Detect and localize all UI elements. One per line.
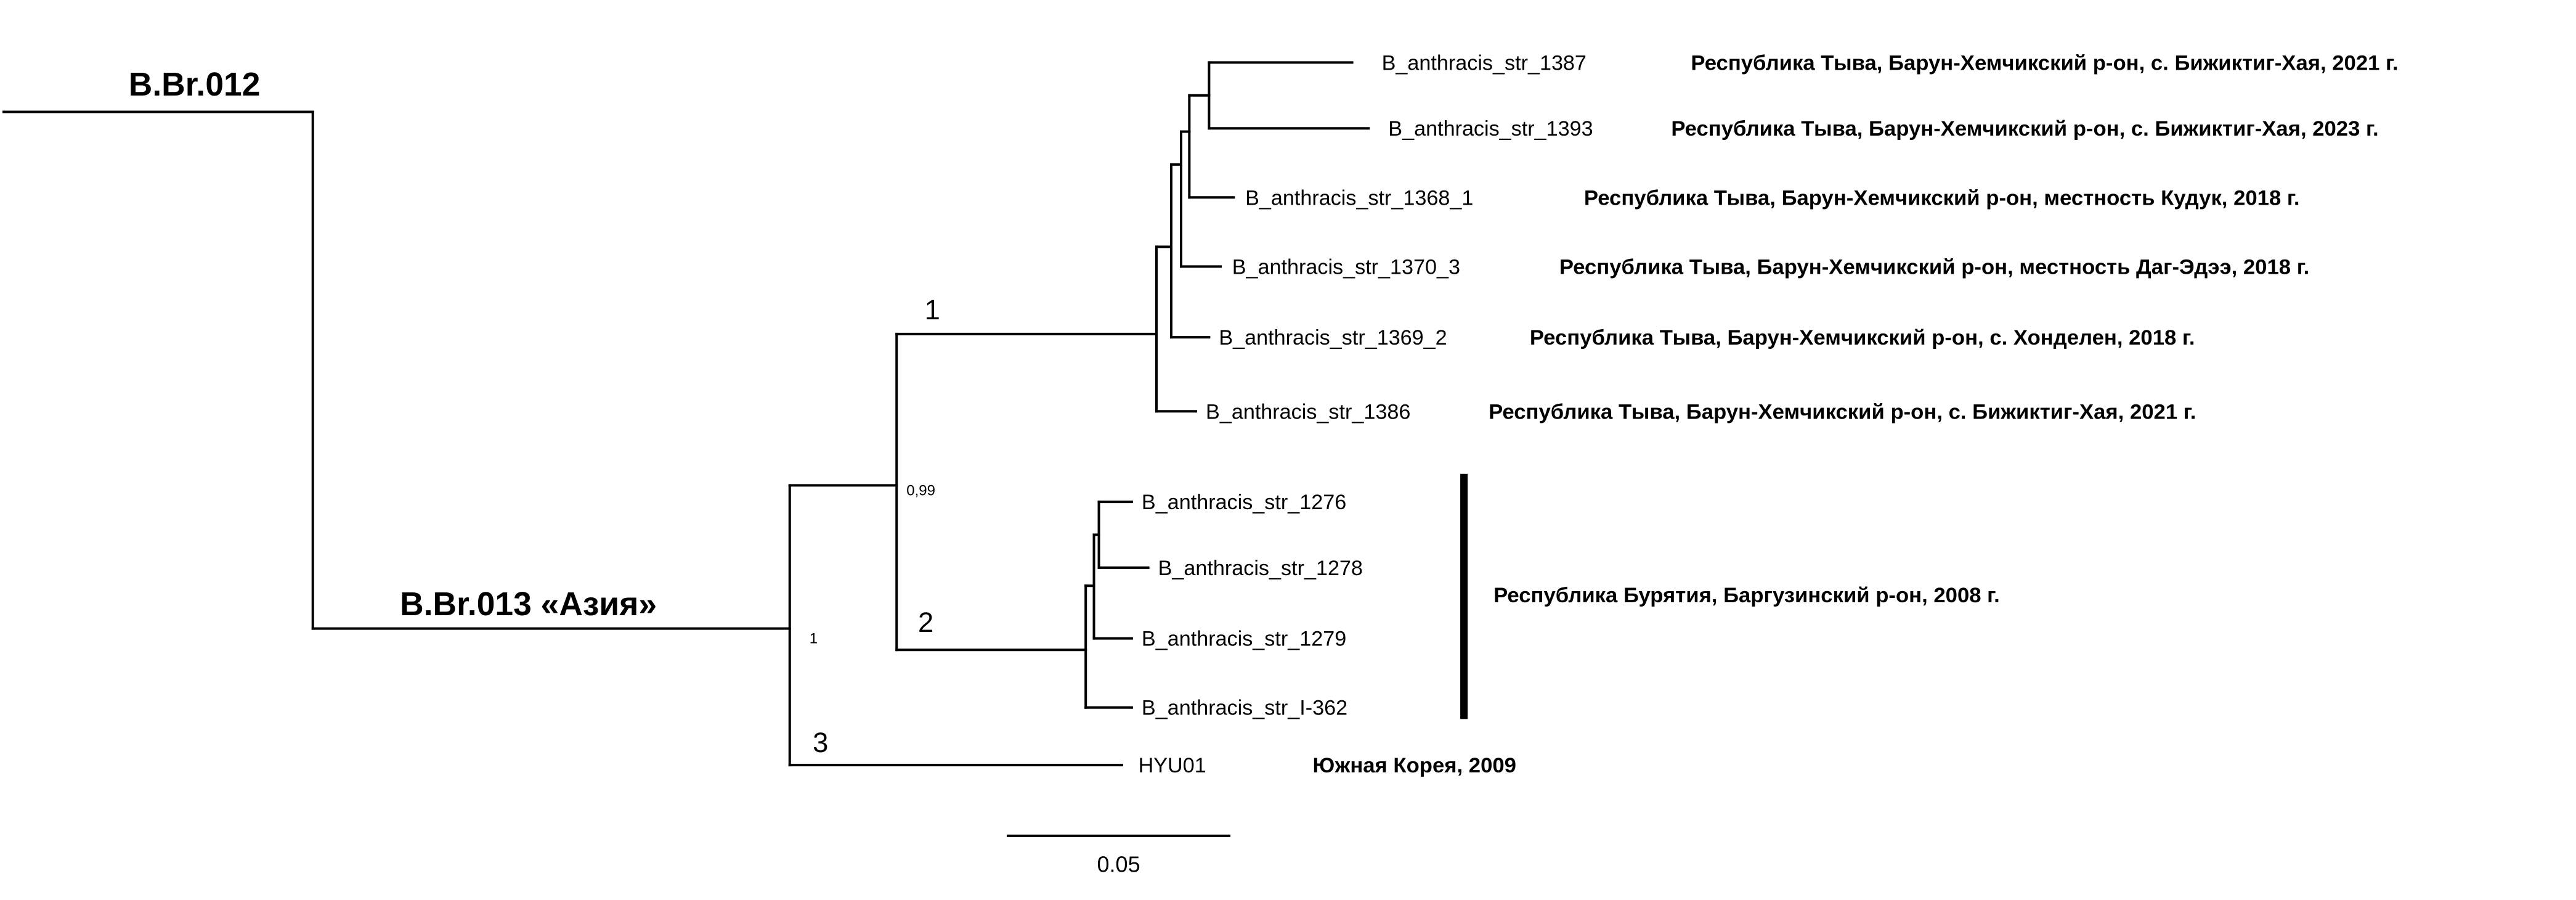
taxon-label-1276: B_anthracis_str_1276 bbox=[1142, 491, 1346, 514]
location-label-1369-2: Республика Тыва, Барун-Хемчикский р-он, … bbox=[1530, 326, 2195, 350]
tree-branches bbox=[2, 61, 1370, 767]
taxon-label-1393: B_anthracis_str_1393 bbox=[1388, 117, 1593, 141]
location-label-1368-1: Республика Тыва, Барун-Хемчикский р-он, … bbox=[1584, 186, 2300, 210]
taxon-label-1279: B_anthracis_str_1279 bbox=[1142, 628, 1346, 651]
taxon-label-1370-3: B_anthracis_str_1370_3 bbox=[1232, 255, 1460, 279]
clade3-number-label: 3 bbox=[813, 727, 828, 758]
taxon-label-hyu01: HYU01 bbox=[1139, 754, 1206, 777]
scale-bar-label: 0.05 bbox=[1097, 852, 1140, 877]
clade1-number-label: 1 bbox=[925, 294, 940, 325]
support-value-asia: 1 bbox=[810, 631, 818, 647]
location-label-1386: Республика Тыва, Барун-Хемчикский р-он, … bbox=[1489, 400, 2196, 423]
support-value-subclade: 0,99 bbox=[906, 482, 935, 499]
location-label-1387: Республика Тыва, Барун-Хемчикский р-он, … bbox=[1691, 51, 2398, 75]
location-label-1393: Республика Тыва, Барун-Хемчикский р-он, … bbox=[1671, 117, 2378, 141]
group-location-label-buryatia: Республика Бурятия, Баргузинский р-он, 2… bbox=[1493, 584, 2000, 607]
taxon-label-1369-2: B_anthracis_str_1369_2 bbox=[1219, 326, 1447, 350]
taxon-label-1278: B_anthracis_str_1278 bbox=[1158, 557, 1363, 580]
clade-label-bbr013-asia: B.Br.013 «Азия» bbox=[400, 586, 657, 623]
clade2-number-label: 2 bbox=[918, 607, 933, 638]
taxon-label-1387: B_anthracis_str_1387 bbox=[1382, 51, 1587, 75]
location-label-1370-3: Республика Тыва, Барун-Хемчикский р-он, … bbox=[1559, 255, 2309, 279]
clade-label-bbr012: B.Br.012 bbox=[129, 67, 261, 103]
taxon-label-i362: B_anthracis_str_I-362 bbox=[1142, 697, 1347, 720]
location-label-hyu01: Южная Корея, 2009 bbox=[1313, 754, 1516, 777]
taxon-label-1386: B_anthracis_str_1386 bbox=[1206, 400, 1410, 423]
taxon-label-1368-1: B_anthracis_str_1368_1 bbox=[1245, 186, 1473, 210]
